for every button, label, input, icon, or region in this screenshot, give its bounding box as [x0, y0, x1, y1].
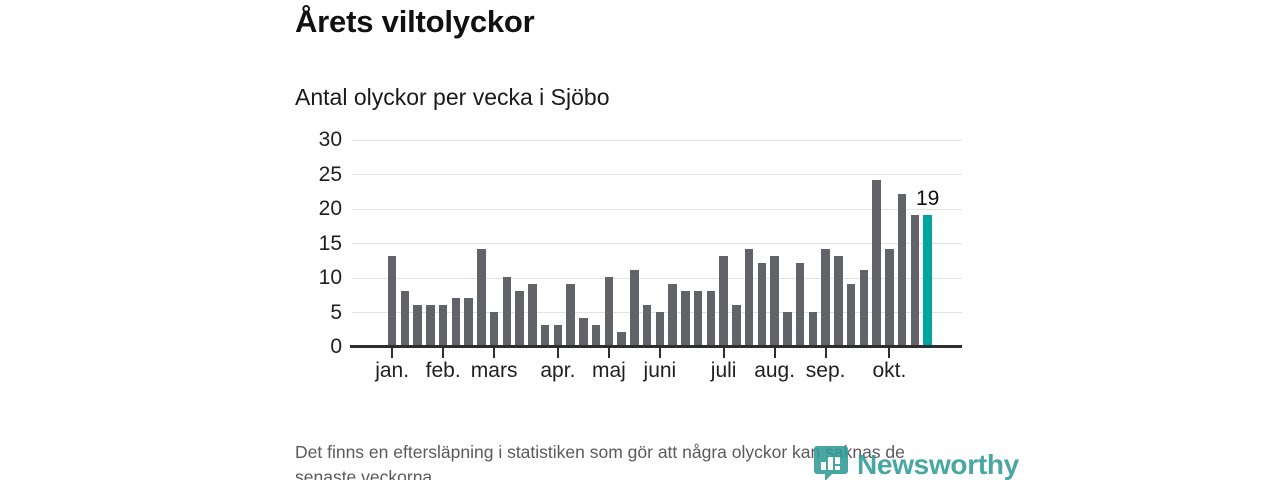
value-annotation: 19	[915, 186, 940, 210]
x-tick-mark	[722, 348, 725, 358]
bar	[591, 325, 601, 346]
bar	[579, 318, 588, 346]
y-tick-label: 15	[318, 231, 342, 255]
x-tick-label: apr.	[540, 359, 576, 382]
page-title: Årets viltolyckor	[295, 4, 535, 39]
grid-line	[352, 208, 962, 210]
x-tick-mark	[442, 348, 445, 358]
x-tick-mark	[888, 348, 891, 358]
bar	[553, 325, 563, 346]
footnote-line2: senaste veckorna.	[295, 467, 438, 480]
bar	[897, 194, 907, 346]
x-tick-mark	[773, 348, 776, 358]
bar	[413, 304, 422, 346]
bar	[400, 290, 410, 346]
y-tick-label: 20	[318, 197, 342, 220]
x-tick-label: juli	[710, 359, 737, 382]
x-tick-label: jan.	[375, 359, 410, 382]
y-tick-label: 25	[318, 162, 342, 186]
bar	[566, 283, 575, 346]
x-tick-label: feb.	[425, 359, 461, 382]
grid-line	[352, 174, 962, 175]
grid-line	[352, 139, 962, 141]
bar	[438, 304, 448, 346]
bar	[732, 304, 741, 346]
bar	[821, 249, 830, 346]
bar	[502, 277, 512, 346]
x-tick-label: aug.	[754, 359, 796, 382]
newsworthy-logo-text: Newsworthy	[857, 448, 1019, 480]
x-tick-mark	[556, 348, 559, 358]
bar	[515, 290, 524, 346]
y-tick-label: 5	[330, 300, 342, 324]
x-tick-label: sep.	[805, 359, 846, 382]
x-tick-mark	[391, 348, 394, 358]
bar	[910, 214, 920, 346]
x-tick-label: juni	[643, 359, 677, 382]
x-tick-label: maj	[591, 359, 626, 382]
newsworthy-logo[interactable]: Newsworthy	[812, 443, 1019, 480]
bar	[489, 311, 499, 346]
x-tick-mark	[493, 348, 496, 358]
bar-highlighted	[923, 214, 932, 346]
bar	[630, 270, 639, 346]
bar	[859, 270, 869, 346]
bar	[426, 304, 435, 346]
bar	[808, 311, 818, 346]
bar	[451, 297, 461, 346]
bar	[846, 283, 856, 346]
y-tick-label: 30	[318, 128, 342, 151]
grid-line	[352, 277, 962, 279]
bar	[693, 290, 703, 346]
bar	[757, 263, 767, 346]
bar	[668, 283, 677, 346]
bar	[744, 249, 754, 346]
y-tick-label: 10	[318, 266, 342, 289]
y-tick-label: 0	[330, 335, 342, 358]
bar	[617, 332, 626, 346]
bar	[885, 249, 894, 346]
bar	[783, 311, 792, 346]
bar	[387, 256, 397, 346]
bar	[770, 256, 779, 346]
x-tick-mark	[658, 348, 661, 358]
footnote: Det finns en eftersläpning i statistiken…	[295, 440, 905, 480]
bar	[477, 249, 486, 346]
bar	[706, 290, 716, 346]
bar	[872, 180, 881, 346]
x-tick-label: mars	[470, 359, 518, 382]
bar	[719, 256, 728, 346]
bar	[681, 290, 690, 346]
bar	[528, 283, 537, 346]
bar	[795, 263, 805, 346]
x-tick-label: okt.	[872, 359, 907, 382]
x-axis-line	[350, 345, 962, 348]
bar	[540, 325, 550, 346]
x-tick-mark	[824, 348, 827, 358]
x-tick-mark	[607, 348, 610, 358]
bar	[464, 297, 473, 346]
bar	[642, 304, 652, 346]
footnote-line1: Det finns en eftersläpning i statistiken…	[295, 442, 905, 462]
grid-line	[352, 243, 962, 244]
chart-subtitle: Antal olyckor per vecka i Sjöbo	[295, 84, 610, 110]
bar	[655, 311, 665, 346]
newsworthy-pin-barchart-icon	[812, 443, 850, 480]
bar	[604, 277, 614, 346]
bar	[834, 256, 843, 346]
